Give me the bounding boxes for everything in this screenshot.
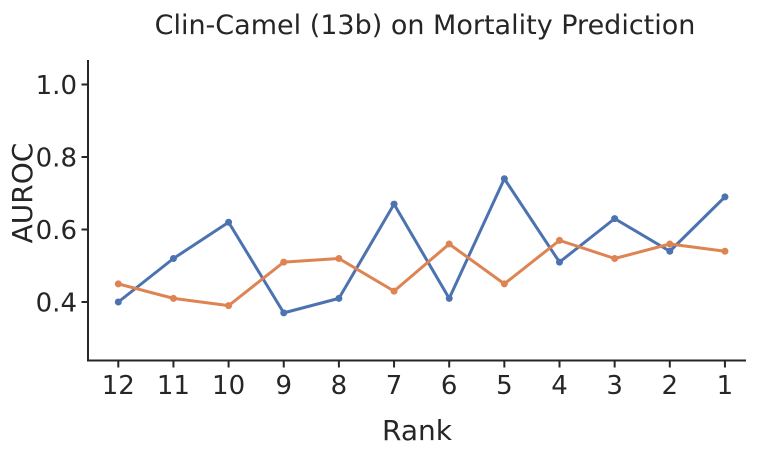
orange-series-point-rank-11 [169,294,177,302]
x-tick-label: 3 [606,371,623,401]
orange-series-point-rank-12 [114,280,122,288]
blue-series-point-rank-8 [335,294,343,302]
y-axis-label: AUROC [6,143,39,244]
x-tick-label: 8 [331,371,348,401]
blue-series-point-rank-7 [390,200,398,208]
y-axis-ticks: 0.4 0.6 0.8 1.0 [36,71,88,319]
blue-series-point-rank-12 [114,298,122,306]
x-tick-label: 4 [551,371,568,401]
blue-series-point-rank-2 [666,247,674,255]
orange-series-point-rank-9 [280,258,288,266]
x-tick-label: 6 [441,371,458,401]
blue-series-point-rank-5 [500,175,508,183]
blue-series-point-rank-1 [721,193,729,201]
orange-series-point-rank-1 [721,247,729,255]
plot-series [114,175,729,317]
x-axis-ticks: 12 11 10 9 8 7 6 5 4 3 2 1 [102,360,734,401]
chart-title: Clin-Camel (13b) on Mortality Prediction [155,10,696,41]
y-tick-label: 0.6 [36,216,77,246]
y-tick-label: 1.0 [36,71,77,101]
orange-series-point-rank-10 [225,302,233,310]
orange-series-point-rank-6 [445,240,453,248]
blue-series-point-rank-11 [169,255,177,262]
orange-series-point-rank-5 [500,280,508,288]
blue-series-point-rank-10 [225,218,233,226]
orange-series-point-rank-2 [666,240,674,248]
x-tick-label: 10 [212,371,245,401]
orange-series-point-rank-8 [335,255,343,262]
x-tick-label: 9 [275,371,292,401]
orange-series-point-rank-7 [390,287,398,295]
x-tick-label: 2 [662,371,679,401]
blue-series-line [116,177,727,315]
blue-series-point-rank-3 [611,215,619,223]
x-axis-label: Rank [382,414,453,447]
x-tick-label: 7 [386,371,403,401]
x-tick-label: 12 [102,371,135,401]
y-tick-label: 0.4 [36,289,77,319]
blue-series-point-rank-4 [556,258,563,266]
x-tick-label: 11 [157,371,190,401]
x-tick-label: 1 [717,371,734,401]
x-tick-label: 5 [496,371,513,401]
blue-series-point-rank-6 [445,294,453,302]
orange-series-point-rank-4 [556,236,563,244]
orange-series-point-rank-3 [611,255,619,262]
blue-series-point-rank-9 [280,309,288,317]
orange-series-line [116,238,727,308]
y-tick-label: 0.8 [36,144,77,174]
